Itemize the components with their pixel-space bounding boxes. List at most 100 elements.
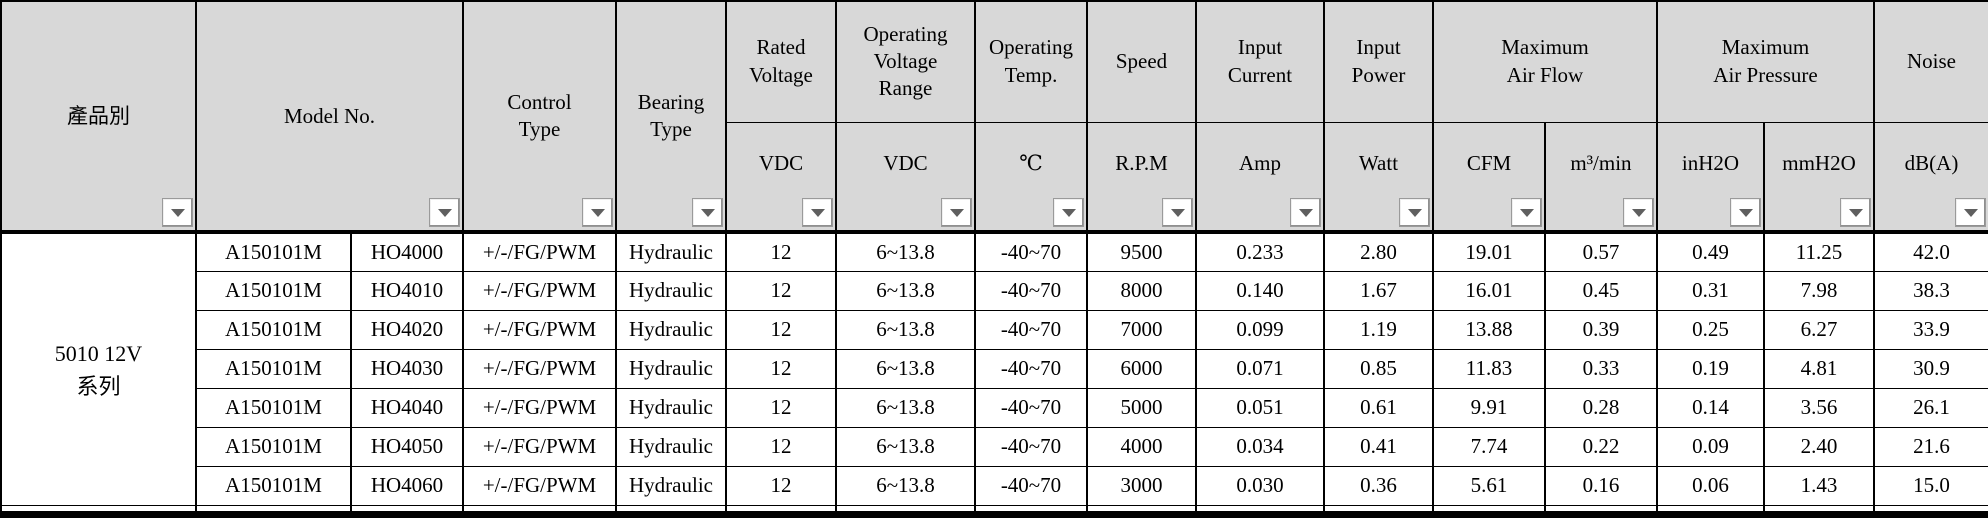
unit-label: VDC	[883, 150, 928, 175]
series-cell: 5010 12V 系列	[0, 231, 197, 506]
cell: A150101M	[195, 309, 352, 350]
cell: 0.33	[1544, 348, 1658, 389]
cell: 0.051	[1195, 387, 1325, 428]
cell: 2.40	[1763, 426, 1875, 467]
cell	[974, 504, 1088, 513]
filter-dropdown-arrow-icon	[170, 208, 185, 217]
autofilter-button[interactable]	[1955, 198, 1986, 228]
cell: A150101M	[195, 387, 352, 428]
cell: 0.57	[1544, 231, 1658, 272]
cell: Hydraulic	[615, 387, 727, 428]
autofilter-button[interactable]	[162, 198, 193, 228]
table-row: A150101M HO4060 +/-/FG/PWM Hydraulic 12 …	[1, 465, 1988, 506]
cell: 12	[725, 270, 837, 311]
autofilter-button[interactable]	[1290, 198, 1321, 228]
autofilter-button[interactable]	[1162, 198, 1193, 228]
unit-label: Watt	[1358, 150, 1399, 175]
cell: A150101M	[195, 348, 352, 389]
cell: 7.74	[1432, 426, 1546, 467]
cell: 0.19	[1656, 348, 1765, 389]
table-row: 5010 12V 系列 A150101M HO4000 +/-/FG/PWM H…	[0, 231, 1988, 506]
cell: +/-/FG/PWM	[462, 270, 617, 311]
unit-header-temp-celsius: ℃	[974, 121, 1088, 235]
cell: 9500	[1086, 231, 1197, 272]
autofilter-button[interactable]	[582, 198, 613, 228]
col-header-operating-temp: Operating Temp.	[974, 0, 1088, 123]
cell: 19.01	[1432, 231, 1546, 272]
cell: -40~70	[974, 465, 1088, 506]
unit-header-pressure-mmh2o: mmH2O	[1763, 121, 1875, 235]
cell: 3000	[1086, 465, 1197, 506]
cell: HO4010	[350, 270, 464, 311]
cell: 12	[725, 348, 837, 389]
filter-dropdown-arrow-icon	[1631, 208, 1646, 217]
filter-dropdown-arrow-icon	[700, 208, 715, 217]
cell	[725, 504, 837, 513]
cell: 0.39	[1544, 309, 1658, 350]
cell: HO4050	[350, 426, 464, 467]
series-label-line2: 系列	[76, 373, 121, 399]
filter-dropdown-arrow-icon	[1519, 208, 1534, 217]
next-section-cut-row	[0, 504, 1988, 513]
section-divider	[0, 513, 1988, 518]
cell: -40~70	[974, 387, 1088, 428]
cell: +/-/FG/PWM	[462, 309, 617, 350]
autofilter-button[interactable]	[429, 198, 460, 228]
cell: 0.25	[1656, 309, 1765, 350]
autofilter-button[interactable]	[1511, 198, 1542, 228]
cell: Hydraulic	[615, 465, 727, 506]
autofilter-button[interactable]	[802, 198, 833, 228]
cell	[462, 504, 617, 513]
cell: 16.01	[1432, 270, 1546, 311]
cell	[1432, 504, 1546, 513]
cell: 12	[725, 465, 837, 506]
cell: 6~13.8	[835, 426, 976, 467]
cell: 4000	[1086, 426, 1197, 467]
col-header-bearing-type-label: Bearing Type	[637, 89, 705, 142]
cell	[1873, 504, 1988, 513]
cell: HO4040	[350, 387, 464, 428]
col-header-bearing-type: Bearing Type	[615, 0, 727, 235]
filter-dropdown-arrow-icon	[1407, 208, 1422, 217]
autofilter-button[interactable]	[1623, 198, 1654, 228]
cell: -40~70	[974, 426, 1088, 467]
cell: 6~13.8	[835, 387, 976, 428]
cell: A150101M	[195, 426, 352, 467]
unit-label: CFM	[1466, 150, 1512, 175]
cell: 0.41	[1323, 426, 1434, 467]
cell: +/-/FG/PWM	[462, 348, 617, 389]
autofilter-button[interactable]	[1730, 198, 1761, 228]
autofilter-button[interactable]	[1399, 198, 1430, 228]
autofilter-button[interactable]	[1053, 198, 1084, 228]
col-header-noise: Noise	[1873, 0, 1988, 123]
cell: HO4000	[350, 231, 464, 272]
col-header-speed: Speed	[1086, 0, 1197, 123]
unit-label: inH2O	[1681, 150, 1740, 175]
cell: 1.67	[1323, 270, 1434, 311]
filter-dropdown-arrow-icon	[1848, 208, 1863, 217]
cell: HO4030	[350, 348, 464, 389]
cell	[1323, 504, 1434, 513]
cell: 12	[725, 426, 837, 467]
cell	[1544, 504, 1658, 513]
unit-header-speed-rpm: R.P.M	[1086, 121, 1197, 235]
cell: +/-/FG/PWM	[462, 426, 617, 467]
cell: 0.28	[1544, 387, 1658, 428]
autofilter-button[interactable]	[941, 198, 972, 228]
cell: 0.22	[1544, 426, 1658, 467]
autofilter-button[interactable]	[692, 198, 723, 228]
cell: 6000	[1086, 348, 1197, 389]
autofilter-button[interactable]	[1840, 198, 1871, 228]
table-row: A150101M HO4030 +/-/FG/PWM Hydraulic 12 …	[1, 348, 1988, 389]
cell: A150101M	[195, 465, 352, 506]
col-header-rated-voltage: Rated Voltage	[725, 0, 837, 123]
unit-header-noise-dba: dB(A)	[1873, 121, 1988, 235]
col-header-control-type-label: Control Type	[507, 89, 572, 142]
cell: 5000	[1086, 387, 1197, 428]
filter-dropdown-arrow-icon	[437, 208, 452, 217]
cell: 3.56	[1763, 387, 1875, 428]
cell: 30.9	[1873, 348, 1988, 389]
cell: 0.14	[1656, 387, 1765, 428]
cell: 11.25	[1763, 231, 1875, 272]
cell: 0.099	[1195, 309, 1325, 350]
